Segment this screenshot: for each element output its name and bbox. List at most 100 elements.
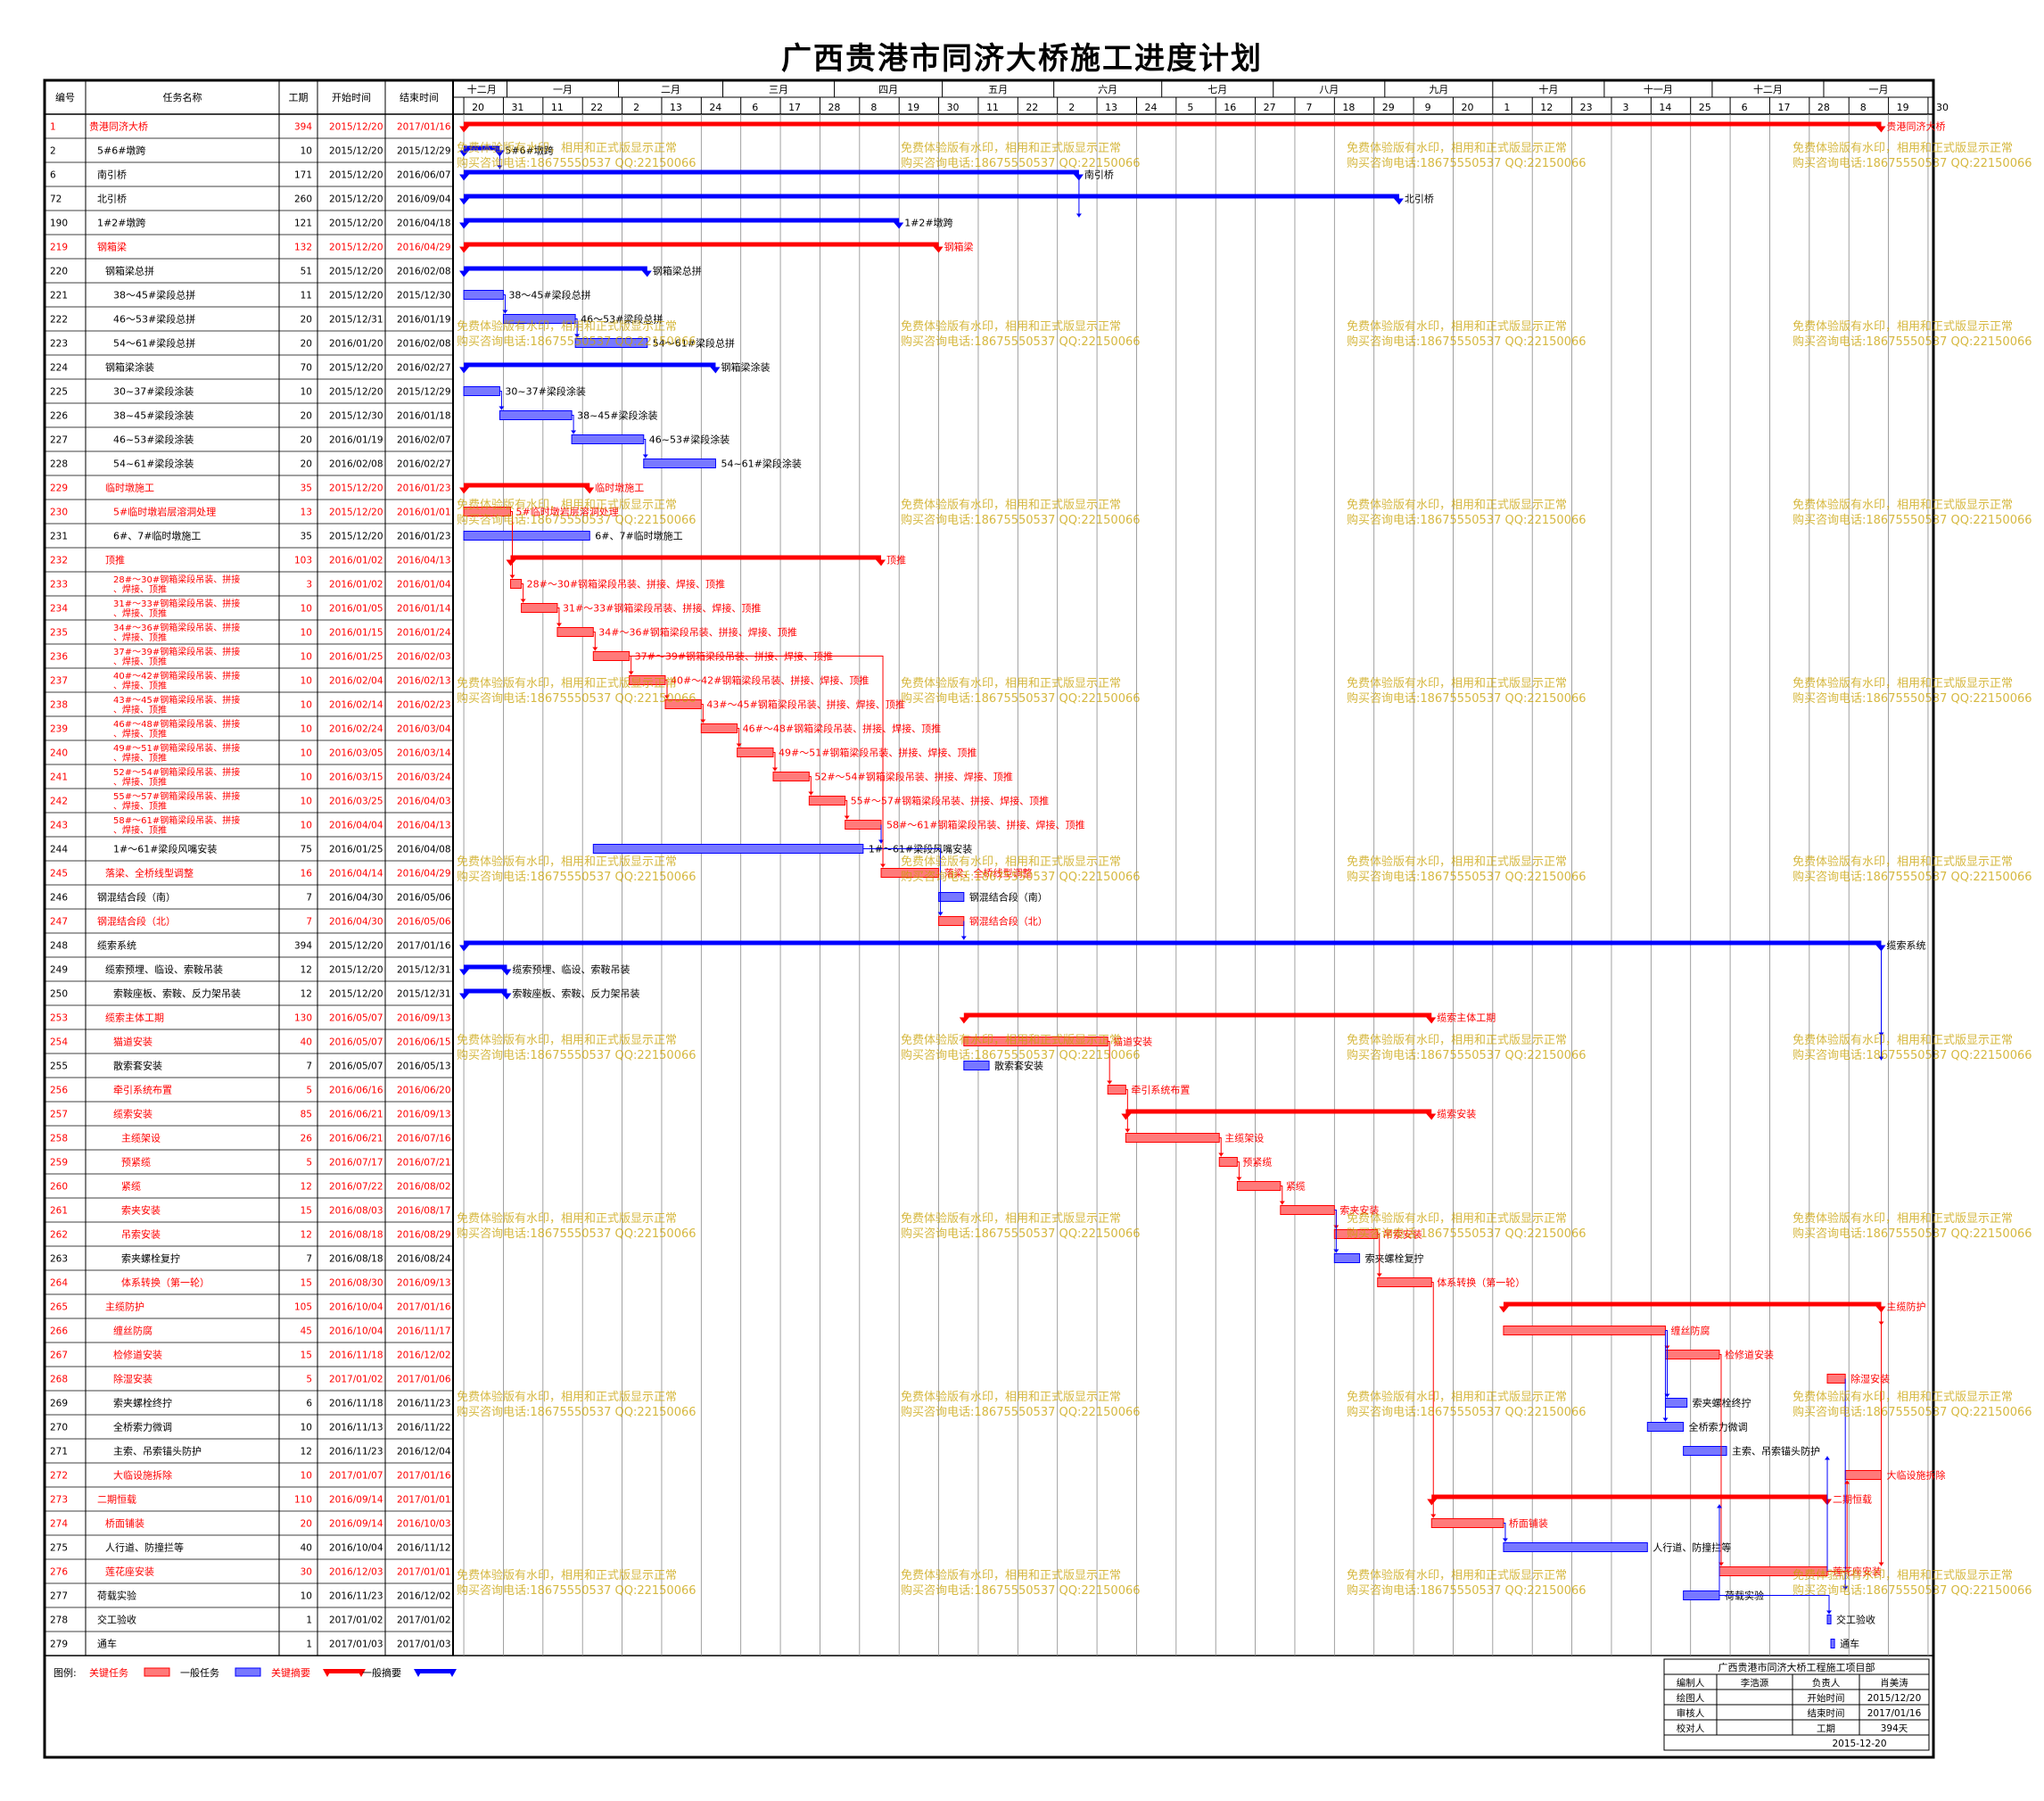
day-tick-label: 2: [1068, 102, 1075, 113]
bar-label: 索夹螺栓终拧: [1693, 1397, 1751, 1409]
info-cell: 394天: [1881, 1723, 1908, 1734]
watermark-line-1: 免费体验版有水印，相用和正式版显示正常: [901, 1568, 1121, 1582]
watermark-line-1: 免费体验版有水印，相用和正式版显示正常: [457, 855, 677, 869]
task-bar: [463, 531, 590, 541]
task-bar: [521, 603, 558, 613]
row-name: 主缆架设: [121, 1133, 161, 1144]
watermark-line-2: 购买咨询电话:18675550537 QQ:22150066: [457, 870, 696, 884]
summary-bar: [464, 266, 647, 271]
row-end: 2015/12/31: [397, 989, 451, 1000]
row-duration: 103: [294, 556, 312, 566]
legend-item-label: 一般摘要: [362, 1666, 401, 1679]
day-tick-label: 30: [947, 102, 960, 113]
legend-item-label: 一般任务: [180, 1667, 219, 1679]
watermark-line-1: 免费体验版有水印，相用和正式版显示正常: [901, 141, 1121, 155]
dependency-arrow: [844, 815, 850, 820]
header-id: 编号: [55, 91, 75, 103]
watermark-line-2: 购买咨询电话:18675550537 QQ:22150066: [1793, 335, 2032, 349]
row-id: 256: [50, 1086, 68, 1096]
row-end: 2016/03/04: [397, 724, 451, 735]
row-name: 南引桥: [97, 169, 127, 181]
row-duration: 20: [301, 435, 312, 446]
row-id: 243: [50, 821, 68, 831]
day-tick-label: 1: [1504, 102, 1510, 113]
info-cell: 结束时间: [1808, 1707, 1845, 1719]
row-duration: 35: [301, 483, 312, 494]
row-end: 2016/07/16: [397, 1134, 451, 1144]
row-id: 261: [50, 1206, 68, 1217]
month-label: 八月: [1319, 84, 1339, 95]
row-end: 2015/12/29: [397, 146, 451, 157]
task-bar: [1236, 1181, 1282, 1191]
row-name: 、焊接、顶推: [113, 800, 167, 812]
watermark-line-1: 免费体验版有水印，相用和正式版显示正常: [1793, 141, 2013, 155]
summary-end-marker: [501, 993, 512, 1000]
task-bar: [1503, 1326, 1666, 1335]
day-tick-label: 28: [1817, 102, 1830, 113]
month-label: 一月: [553, 84, 573, 95]
row-start: 2016/01/20: [329, 339, 383, 350]
row-end: 2016/09/04: [397, 194, 451, 205]
row-start: 2016/01/02: [329, 580, 383, 591]
day-tick-label: 8: [870, 102, 877, 113]
row-start: 2015/12/20: [329, 532, 383, 542]
chart-title: 广西贵港市同济大桥施工进度计划: [781, 41, 1263, 77]
row-start: 2015/12/20: [329, 387, 383, 398]
watermark-line-2: 购买咨询电话:18675550537 QQ:22150066: [901, 1048, 1141, 1062]
row-end: 2017/01/16: [397, 1302, 451, 1313]
summary-bar: [464, 362, 716, 368]
dependency-arrow: [1107, 1080, 1113, 1085]
bar-label: 58#～61#钢箱梁段吊装、拼接、焊接、顶推: [886, 819, 1084, 831]
dependency-line: [862, 848, 942, 916]
bar-label: 49#～51#钢箱梁段吊装、拼接、焊接、顶推: [779, 747, 977, 759]
legend-swatch: [414, 1669, 423, 1677]
row-name: 、焊接、顶推: [113, 656, 167, 667]
dependency-line: [503, 294, 506, 314]
row-duration: 20: [301, 411, 312, 422]
info-cell: 工期: [1817, 1723, 1835, 1734]
task-bar: [1646, 1422, 1685, 1432]
row-name: 临时墩施工: [105, 482, 154, 494]
watermark-line-2: 购买咨询电话:18675550537 QQ:22150066: [1347, 335, 1587, 349]
month-label: 四月: [878, 84, 898, 95]
watermark-line-1: 免费体验版有水印，相用和正式版显示正常: [1347, 855, 1567, 869]
row-name: 检修道安装: [113, 1349, 162, 1361]
task-bar: [1333, 1253, 1361, 1263]
row-id: 225: [50, 387, 68, 398]
summary-bar: [464, 988, 507, 994]
row-start: 2016/06/21: [329, 1110, 383, 1120]
row-duration: 10: [301, 797, 312, 807]
row-end: 2017/01/16: [397, 122, 451, 133]
row-start: 2016/08/03: [329, 1206, 383, 1217]
watermark-line-1: 免费体验版有水印，相用和正式版显示正常: [1793, 676, 2013, 690]
task-bar: [643, 459, 716, 468]
row-duration: 171: [294, 170, 312, 181]
row-duration: 10: [301, 604, 312, 615]
dependency-arrow: [520, 599, 526, 603]
legend-swatch: [144, 1667, 170, 1677]
day-tick-label: 29: [1382, 102, 1395, 113]
row-id: 276: [50, 1567, 68, 1578]
summary-bar: [963, 1012, 1432, 1018]
row-start: 2016/04/04: [329, 821, 383, 831]
dependency-line: [664, 680, 668, 699]
row-start: 2016/05/07: [329, 1037, 383, 1048]
bar-label: 贵港同济大桥: [1887, 120, 1946, 133]
row-duration: 20: [301, 1519, 312, 1530]
row-name: 54～61#梁段总拼: [113, 337, 195, 350]
day-tick-label: 25: [1699, 102, 1711, 113]
row-name: 缆索主体工期: [105, 1012, 164, 1024]
row-end: 2016/01/18: [397, 411, 451, 422]
bar-label: 除湿安装: [1850, 1373, 1890, 1385]
day-tick-label: 3: [1622, 102, 1628, 113]
row-name: 缆索系统: [97, 939, 136, 952]
task-bar: [772, 772, 810, 781]
row-start: 2015/12/20: [329, 243, 383, 253]
row-id: 241: [50, 772, 68, 783]
watermark-line-1: 免费体验版有水印，相用和正式版显示正常: [1347, 1390, 1567, 1404]
dependency-arrow: [499, 406, 505, 410]
row-start: 2016/08/30: [329, 1278, 383, 1289]
row-name: 莲花座安装: [105, 1566, 154, 1578]
summary-end-marker: [894, 222, 904, 229]
row-start: 2016/05/07: [329, 1013, 383, 1024]
